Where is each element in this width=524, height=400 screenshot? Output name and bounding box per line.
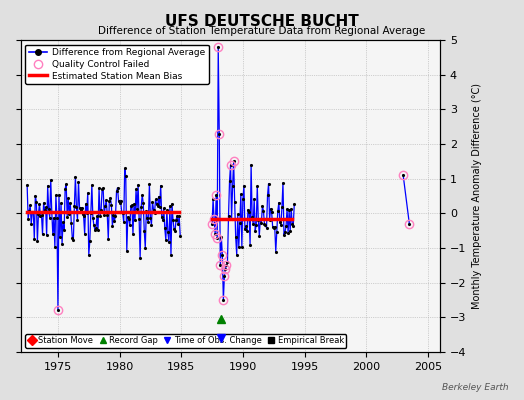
Text: Berkeley Earth: Berkeley Earth — [442, 383, 508, 392]
Legend: Station Move, Record Gap, Time of Obs. Change, Empirical Break: Station Move, Record Gap, Time of Obs. C… — [25, 334, 346, 348]
Y-axis label: Monthly Temperature Anomaly Difference (°C): Monthly Temperature Anomaly Difference (… — [472, 83, 482, 309]
Text: UFS DEUTSCHE BUCHT: UFS DEUTSCHE BUCHT — [165, 14, 359, 29]
Text: Difference of Station Temperature Data from Regional Average: Difference of Station Temperature Data f… — [99, 26, 425, 36]
